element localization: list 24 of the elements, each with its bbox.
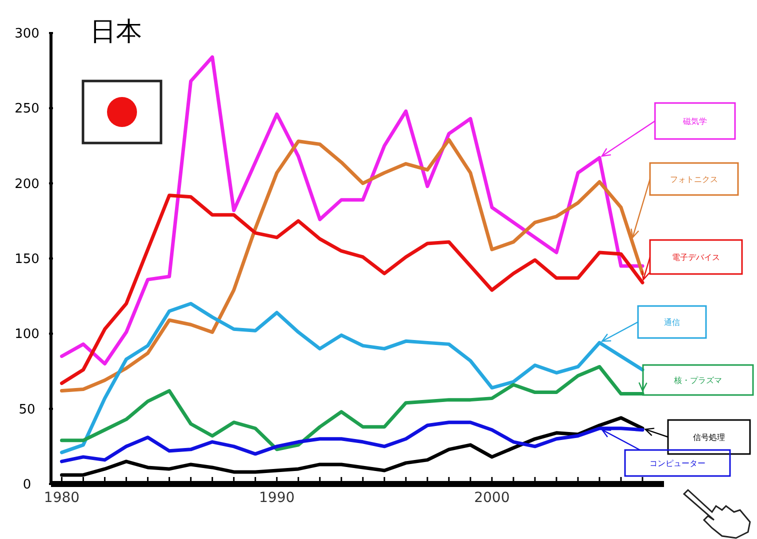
line-series	[60, 302, 644, 454]
y-tick-label: 0	[22, 478, 32, 493]
y-tick-label: 200	[14, 176, 40, 192]
line-series	[60, 364, 644, 452]
line-series	[60, 55, 644, 366]
y-tick-label: 100	[14, 327, 40, 342]
x-tick-label: 2000	[474, 490, 510, 506]
text: 電子デバイス	[672, 252, 720, 262]
y-tick-label: 50	[18, 402, 36, 418]
y-tick-label: 300	[14, 26, 40, 42]
text: フォトニクス	[670, 174, 718, 184]
x-tick-label: 1990	[259, 490, 295, 506]
line-series	[60, 194, 644, 386]
y-tick-label: 150	[14, 252, 40, 268]
text: 通信	[664, 318, 680, 327]
text: 磁気学	[682, 116, 707, 126]
text: 信号処理	[693, 432, 725, 442]
line-series	[60, 138, 644, 393]
line-series	[60, 420, 644, 464]
y-tick-label: 250	[14, 102, 40, 117]
text: 核・プラズマ	[673, 376, 722, 385]
text: コンピューター	[650, 458, 706, 468]
x-tick-label: 1980	[44, 490, 80, 506]
chart-title: 日本	[90, 17, 142, 47]
